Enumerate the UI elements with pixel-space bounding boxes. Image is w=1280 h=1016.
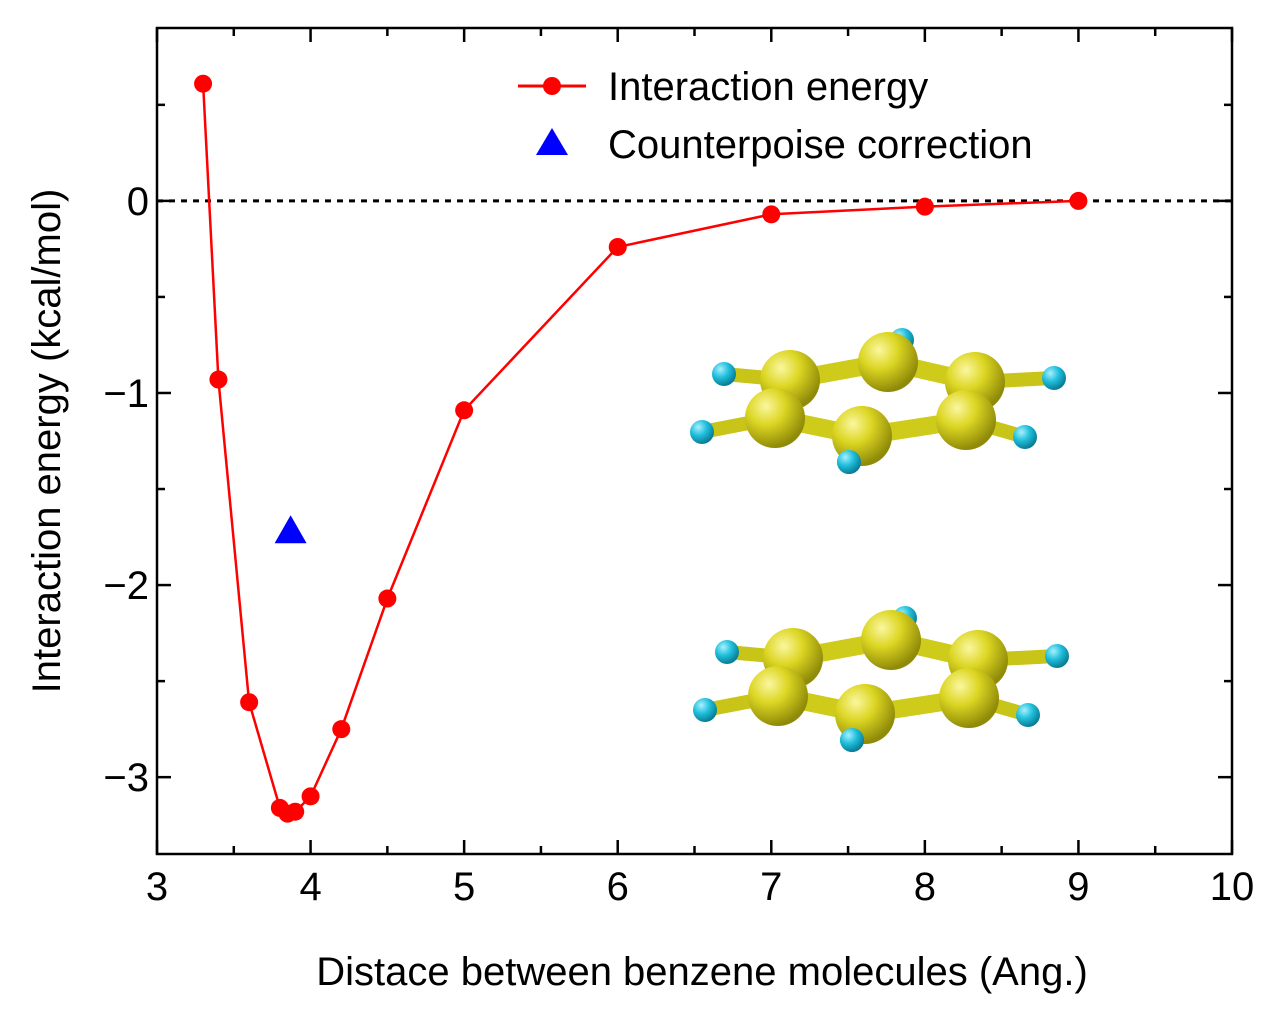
x-tick-label: 8 <box>914 865 936 909</box>
benzene-molecule-1 <box>690 328 1066 474</box>
benzene-dimer-illustration <box>690 328 1069 752</box>
x-tick-label: 5 <box>453 865 475 909</box>
data-point <box>378 589 397 608</box>
carbon-atom <box>858 332 918 392</box>
data-point <box>194 74 213 93</box>
series-line-0 <box>201 83 1079 816</box>
x-tick-label: 7 <box>760 865 782 909</box>
data-point-triangle <box>274 515 307 544</box>
y-tick-label: −2 <box>103 564 149 608</box>
hydrogen-atom-front <box>837 450 861 474</box>
data-point <box>762 205 781 224</box>
x-tick-label: 10 <box>1210 865 1255 909</box>
hydrogen-atom-front <box>840 728 864 752</box>
x-tick-label: 6 <box>607 865 629 909</box>
legend-label-counterpoise: Counterpoise correction <box>608 123 1033 167</box>
data-point <box>455 401 474 420</box>
data-point <box>209 370 228 389</box>
data-point <box>332 720 351 739</box>
data-point <box>608 237 627 256</box>
x-tick-label: 9 <box>1067 865 1089 909</box>
carbon-atom <box>861 610 921 670</box>
x-axis-title: Distace between benzene molecules (Ang.) <box>316 950 1088 994</box>
hydrogen-atom <box>693 698 717 722</box>
carbon-atom <box>748 666 808 726</box>
data-point <box>240 693 259 712</box>
series-layer <box>194 74 1088 823</box>
carbon-atom <box>936 390 996 450</box>
hydrogen-atom <box>1042 366 1066 390</box>
legend-marker-counterpoise <box>536 128 568 155</box>
benzene-molecule-2 <box>693 606 1069 752</box>
y-tick-labels: −3 −2 −1 0 <box>103 180 149 800</box>
hydrogen-atom <box>1013 425 1037 449</box>
legend-label-interaction-energy: Interaction energy <box>608 65 928 109</box>
data-point <box>1069 191 1088 210</box>
x-tick-label: 4 <box>299 865 321 909</box>
x-tick-label: 3 <box>146 865 168 909</box>
hydrogen-atom <box>1016 703 1040 727</box>
data-point <box>301 787 320 806</box>
data-point <box>915 197 934 216</box>
x-tick-labels: 3 4 5 6 7 8 9 10 <box>146 865 1254 909</box>
y-tick-label: −1 <box>103 372 149 416</box>
data-point <box>286 802 305 821</box>
y-tick-label: −3 <box>103 756 149 800</box>
hydrogen-atom <box>690 420 714 444</box>
legend: Interaction energy Counterpoise correcti… <box>518 65 1033 167</box>
hydrogen-atom <box>715 640 739 664</box>
legend-marker-interaction-energy <box>543 77 561 95</box>
carbon-atom <box>939 668 999 728</box>
hydrogen-atom <box>1045 644 1069 668</box>
carbon-atom <box>745 388 805 448</box>
y-tick-label: 0 <box>127 180 149 224</box>
hydrogen-atom <box>712 362 736 386</box>
y-axis-title: Interaction energy (kcal/mol) <box>25 189 69 694</box>
